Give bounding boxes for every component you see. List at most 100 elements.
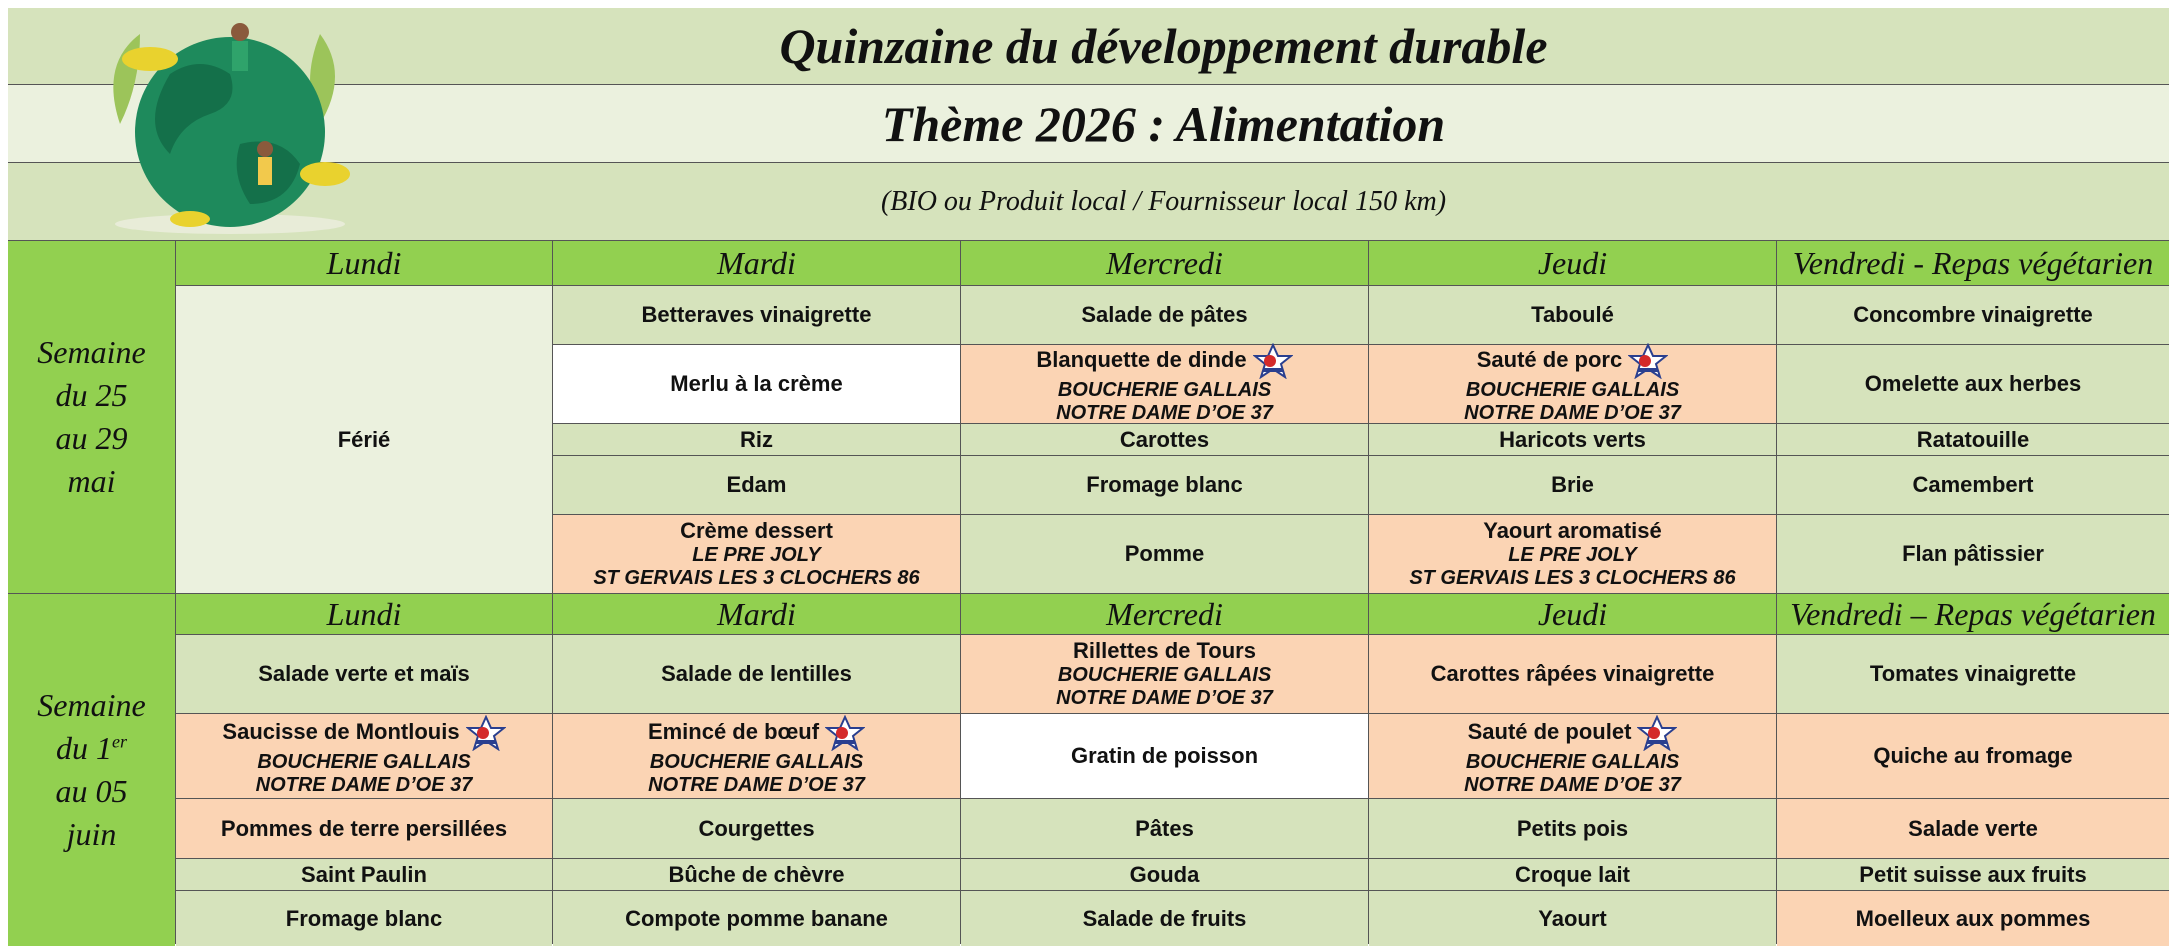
dish: Pommes de terre persillées (220, 815, 508, 841)
dish-line: Sauté de poulet (1467, 714, 1679, 752)
week-label-line: du 25 (56, 374, 128, 417)
menu-cell: Pâtes (961, 799, 1368, 858)
dish: Salade de fruits (1082, 905, 1247, 931)
supplier: NOTRE DAME D’OE 37 (648, 774, 865, 796)
dish-line: Fromage blanc (286, 906, 442, 931)
dish-line: Sauté de porc (1476, 342, 1670, 380)
dish: Fromage blanc (285, 905, 443, 931)
label-logo (1636, 714, 1679, 752)
menu-cell: Saucisse de Montlouis BOUCHERIE GALLAIS NO… (176, 714, 552, 798)
menu-table: Quinzaine du développement durable Thème… (8, 8, 2169, 946)
dish-line: Yaourt (1538, 906, 1606, 931)
dish-line: Pommes de terre persillées (221, 816, 507, 841)
menu-cell: Blanquette de dinde BOUCHERIE GALLAIS NOTR… (961, 342, 1368, 424)
dish-line: Saucisse de Montlouis (222, 714, 507, 752)
dish-line: Courgettes (698, 816, 814, 841)
menu-cell: Salade de pâtes (961, 286, 1368, 344)
week-label-text: du 25 (55, 376, 128, 413)
week-label-text: Semaine (37, 686, 146, 723)
menu-cell: Férié (176, 286, 552, 593)
menu-cell: Salade verte (1777, 799, 2169, 858)
menu-cell: Salade de lentilles (553, 635, 960, 713)
dish: Sauté de poulet (1467, 718, 1632, 744)
day-header: Jeudi (1369, 594, 1776, 634)
supplier: BOUCHERIE GALLAIS (1465, 751, 1680, 773)
week-label-text: Semaine (37, 333, 146, 370)
dish-line: Omelette aux herbes (1865, 371, 2081, 396)
week-label-text: mai (67, 463, 116, 500)
dish-line: Gratin de poisson (1071, 743, 1258, 768)
dish: Quiche au fromage (1873, 743, 2073, 769)
dish-line: Merlu à la crème (670, 371, 842, 396)
menu-cell: Salade verte et maïs (176, 635, 552, 713)
dish: Salade de pâtes (1081, 302, 1248, 328)
dish-line: Pomme (1125, 541, 1204, 566)
dish: Petits pois (1516, 815, 1629, 841)
supplier: BOUCHERIE GALLAIS (1057, 379, 1272, 401)
menu-cell: Pomme (961, 515, 1368, 593)
dish: Edam (726, 472, 787, 498)
dish-line: Flan pâtissier (1902, 541, 2044, 566)
menu-cell: Quiche au fromage (1777, 714, 2169, 798)
menu-cell: Tomates vinaigrette (1777, 635, 2169, 713)
dish-line: Ratatouille (1917, 427, 2029, 452)
day-header: Mardi (553, 241, 960, 285)
label-logo (1627, 342, 1670, 380)
menu-cell: Haricots verts (1369, 424, 1776, 455)
menu-cell: Rillettes de Tours BOUCHERIE GALLAIS NOTRE… (961, 635, 1368, 713)
dish: Sauté de porc (1476, 346, 1623, 372)
week-label-text: du 1 (56, 729, 112, 766)
dish-line: Tomates vinaigrette (1870, 661, 2076, 686)
menu-cell: Saint Paulin (176, 859, 552, 890)
week-label-line: Semaine (37, 684, 145, 727)
day-header: Vendredi - Repas végétarien (1777, 241, 2169, 285)
dish-line: Brie (1551, 472, 1594, 497)
dish: Salade verte et maïs (258, 661, 470, 687)
dish-line: Yaourt aromatisé (1483, 518, 1662, 543)
week-label-line: au 05 (56, 770, 128, 813)
menu-cell: Carottes (961, 424, 1368, 455)
dish-line: Salade verte (1908, 816, 2038, 841)
dish: Tomates vinaigrette (1869, 661, 2077, 687)
dish-line: Fromage blanc (1086, 472, 1242, 497)
dish: Crème dessert (680, 518, 833, 544)
dish-line: Moelleux aux pommes (1856, 906, 2091, 931)
menu-cell: Merlu à la crème (553, 345, 960, 423)
dish-line: Riz (740, 427, 773, 452)
menu-cell: Brie (1369, 456, 1776, 514)
week-label-superscript: er (112, 731, 127, 752)
day-header: Jeudi (1369, 241, 1776, 285)
dish-line: Concombre vinaigrette (1853, 302, 2093, 327)
dish-line: Salade de pâtes (1081, 302, 1247, 327)
day-header: Lundi (176, 241, 552, 285)
dish: Riz (740, 426, 773, 452)
dish: Carottes (1119, 426, 1210, 452)
dish: Courgettes (698, 815, 815, 841)
menu-cell: Gratin de poisson (961, 714, 1368, 798)
dish-line: Quiche au fromage (1873, 743, 2072, 768)
menu-cell: Bûche de chèvre (553, 859, 960, 890)
supplier: NOTRE DAME D’OE 37 (1464, 402, 1681, 424)
dish-line: Compote pomme banane (625, 906, 888, 931)
week-label-text: au 05 (55, 773, 128, 809)
dish: Omelette aux herbes (1864, 371, 2082, 397)
menu-cell: Crème dessert LE PRE JOLY ST GERVAIS LES 3… (553, 515, 960, 593)
week-label-line: mai (68, 460, 116, 503)
dish-line: Salade de fruits (1083, 906, 1247, 931)
supplier: BOUCHERIE GALLAIS (649, 751, 864, 773)
dish-line: Haricots verts (1499, 427, 1646, 452)
day-header: Mardi (553, 594, 960, 634)
dish: Flan pâtissier (1902, 541, 2044, 567)
menu-cell: Omelette aux herbes (1777, 345, 2169, 423)
supplier: LE PRE JOLY (692, 543, 821, 566)
menu-cell: Moelleux aux pommes (1777, 891, 2169, 946)
supplier: NOTRE DAME D’OE 37 (255, 774, 473, 796)
menu-cell: Camembert (1777, 456, 2169, 514)
supplier: NOTRE DAME D’OE 37 (1056, 402, 1273, 424)
menu-cell: Sauté de porc BOUCHERIE GALLAIS NOTRE DAME… (1369, 342, 1776, 424)
dish-line: Rillettes de Tours (1073, 638, 1256, 663)
subtitle: (BIO ou Produit local / Fournisseur loca… (8, 163, 2169, 240)
dish-line: Camembert (1912, 472, 2033, 497)
menu-cell: Pommes de terre persillées (176, 799, 552, 858)
week-label-line: au 29 (56, 417, 128, 460)
